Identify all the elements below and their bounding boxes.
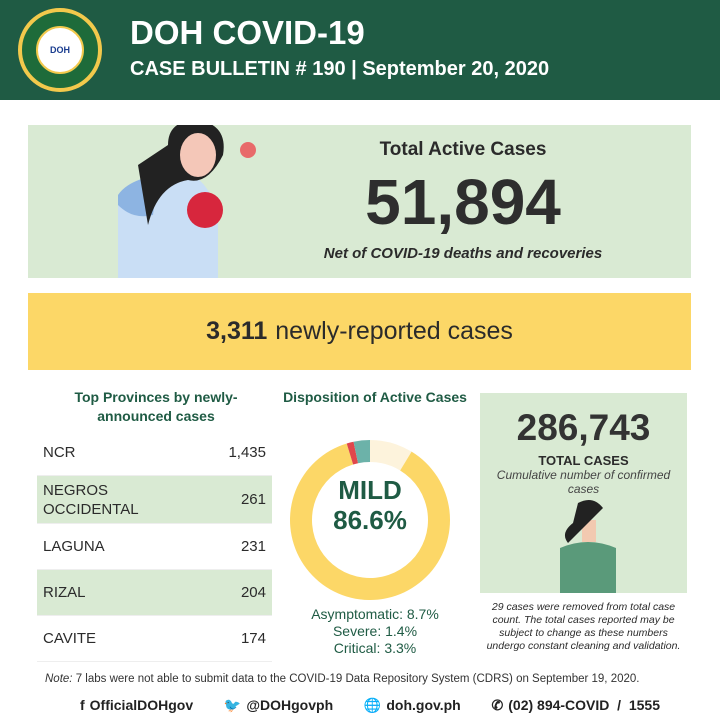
active-cases-value: 51,894 [365,166,561,238]
province-name: NEGROS OCCIDENTAL [43,481,139,518]
province-value: 1,435 [228,444,266,461]
bulletin-subtitle: CASE BULLETIN # 190 | September 20, 2020 [130,58,550,80]
phone-number: (02) 894-COVID / 1555 [508,697,660,713]
twitter-handle: @DOHgovph [246,697,334,713]
woman-illustration [560,499,616,593]
note-text: 7 labs were not able to submit data to t… [72,673,640,685]
mild-label: MILD [338,475,402,505]
total-cases-value: 286,743 [516,407,651,448]
donut-segment-severe [346,441,359,465]
provinces-title: Top Provinces by newly-announced cases [74,389,238,424]
provinces-table: NCR 1,435 NEGROS OCCIDENTAL 261 LAGUNA 231 … [37,430,272,662]
twitter-icon: 🐦 [223,697,242,713]
footer-contacts: f OfficialDOHgov 🐦 @DOHgovph 🌐 doh.gov.ph ✆… [80,697,660,714]
facebook-handle: OfficialDOHgov [89,697,194,713]
table-row: LAGUNA 231 [37,524,272,570]
facebook-link[interactable]: f OfficialDOHgov [80,697,193,714]
page-title: DOH COVID-19 [130,14,365,51]
mild-value: 86.6% [333,505,407,535]
table-row: NCR 1,435 [37,430,272,476]
province-value: 204 [240,584,266,601]
facebook-icon: f [80,697,85,713]
province-name: CAVITE [43,630,97,647]
disposition-donut-chart [290,440,450,600]
note-prefix: Note: [45,673,73,685]
active-cases-note: Net of COVID-19 deaths and recoveries [323,245,603,262]
total-cases-disclaimer: 29 cases were removed from total case co… [486,601,681,652]
legend-critical: Critical: 3.3% [333,640,417,656]
province-name: LAGUNA [43,538,105,555]
donut-segment-asymptomatic [370,440,412,471]
website-url: doh.gov.ph [386,697,461,713]
table-row: RIZAL 204 [37,570,272,616]
province-value: 174 [240,630,266,647]
total-cases-label: TOTAL CASES [538,453,629,468]
footnote: Note: 7 labs were not able to submit dat… [45,673,639,685]
legend-severe: Severe: 1.4% [332,623,418,639]
new-cases-label: newly-reported cases [275,317,513,345]
table-row: NEGROS OCCIDENTAL 261 [37,476,272,524]
header: DOH DOH COVID-19 CASE BULLETIN # 190 | S… [0,0,720,100]
new-cases-value: 3,311 [206,317,268,345]
globe-icon: 🌐 [363,697,382,713]
legend-asymptomatic: Asymptomatic: 8.7% [311,606,439,622]
website-link[interactable]: 🌐 doh.gov.ph [364,697,461,714]
province-value: 261 [240,491,266,508]
province-name: RIZAL [43,584,86,601]
province-name: NCR [43,444,76,461]
total-cases-panel: 286,743 TOTAL CASES Cumulative number of… [480,393,687,593]
new-cases-banner: 3,311 newly-reported cases [28,293,691,370]
active-cases-label: Total Active Cases [379,139,547,160]
twitter-link[interactable]: 🐦 @DOHgovph [224,697,333,714]
active-cases-panel: Total Active Cases 51,894 Net of COVID-1… [28,125,691,278]
donut-center-label: MILD 86.6% [295,475,445,535]
phone-link[interactable]: ✆ (02) 894-COVID / 1555 [492,697,660,714]
disposition-legend: Asymptomatic: 8.7% Severe: 1.4% Critical… [282,606,468,657]
disposition-title: Disposition of Active Cases [283,389,467,405]
province-value: 231 [240,538,266,555]
coughing-woman-illustration [118,125,256,278]
phone-icon: ✆ [491,697,504,713]
table-row: CAVITE 174 [37,616,272,662]
total-cases-desc: Cumulative number of confirmed cases [496,468,671,496]
donut-segment-critical [353,440,370,464]
doh-seal-logo: DOH [18,8,102,92]
